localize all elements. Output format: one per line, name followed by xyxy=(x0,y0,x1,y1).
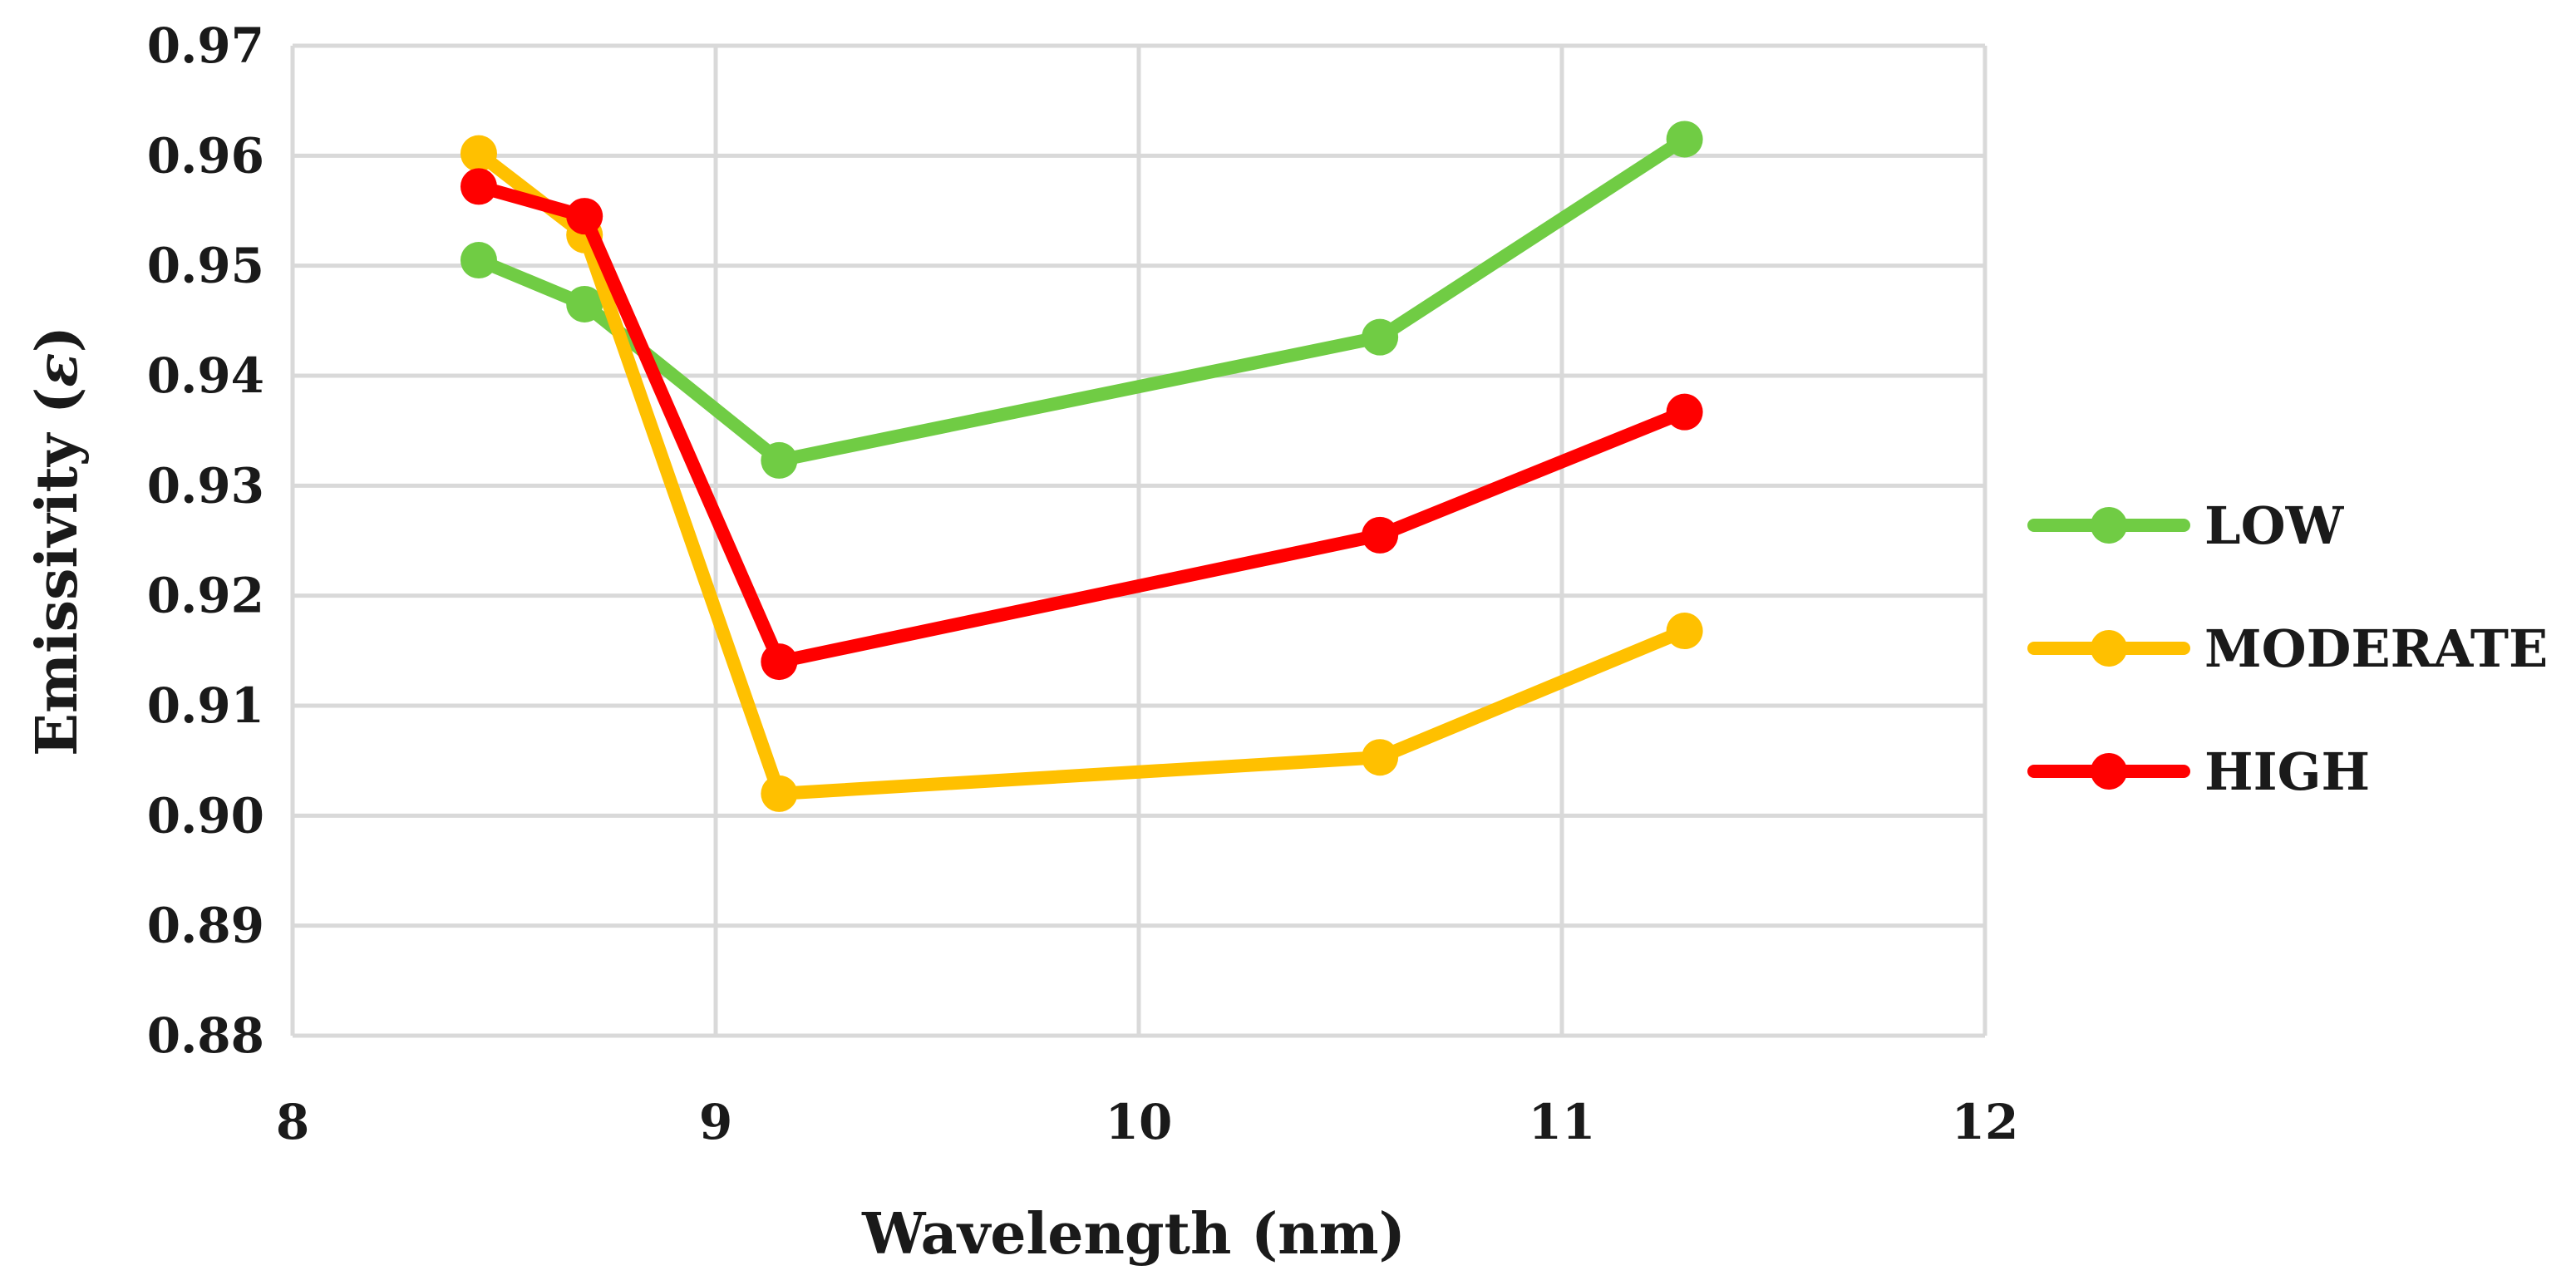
data-point-low xyxy=(1666,121,1703,158)
legend: LOW MODERATE HIGH xyxy=(2027,495,2548,802)
x-tick-label: 12 xyxy=(1952,1094,2019,1150)
legend-label: MODERATE xyxy=(2204,618,2548,679)
series-line-low xyxy=(472,132,1692,467)
data-point-high xyxy=(761,643,798,681)
tick-labels: 0.88 0.89 0.90 0.91 0.92 0.93 0.94 0.95 0.96 0.97… xyxy=(147,17,2019,1150)
y-tick-label: 0.96 xyxy=(147,127,264,184)
data-point-moderate xyxy=(1666,613,1703,650)
x-tick-label: 8 xyxy=(276,1094,309,1150)
y-tick-label: 0.88 xyxy=(147,1007,264,1064)
data-point-moderate xyxy=(1362,739,1399,776)
y-tick-label: 0.92 xyxy=(147,568,264,624)
data-point-high xyxy=(1666,393,1703,431)
data-point-low xyxy=(761,441,798,479)
x-tick-label: 9 xyxy=(699,1094,732,1150)
y-tick-label: 0.97 xyxy=(147,17,264,74)
y-axis-title-close: ) xyxy=(24,326,91,352)
x-axis-title: Wavelength (nm) xyxy=(861,1201,1406,1268)
legend-item-high: HIGH xyxy=(2027,741,2370,802)
data-point-moderate xyxy=(761,775,798,812)
data-point-low xyxy=(566,285,603,322)
y-axis-title-symbol: ε xyxy=(24,352,91,386)
gridlines xyxy=(290,43,1987,1038)
data-point-high xyxy=(566,198,603,235)
y-tick-label: 0.90 xyxy=(147,787,264,844)
data-point-high xyxy=(1362,516,1399,554)
y-tick-label: 0.91 xyxy=(147,677,264,734)
y-tick-label: 0.93 xyxy=(147,457,264,514)
series-high xyxy=(460,168,1703,681)
legend-label: LOW xyxy=(2204,495,2345,556)
series-low xyxy=(460,121,1703,479)
legend-label: HIGH xyxy=(2204,741,2370,802)
legend-swatch-marker xyxy=(2091,753,2127,790)
x-tick-label: 11 xyxy=(1529,1094,1596,1150)
data-series xyxy=(460,121,1703,812)
legend-swatch-marker xyxy=(2091,507,2127,544)
y-tick-label: 0.89 xyxy=(147,898,264,954)
data-point-low xyxy=(1362,318,1399,356)
data-point-low xyxy=(460,242,497,279)
legend-item-low: LOW xyxy=(2027,495,2345,556)
legend-item-moderate: MODERATE xyxy=(2027,618,2548,679)
y-tick-label: 0.94 xyxy=(147,347,264,404)
y-axis-title: Emissivity (ε) xyxy=(24,326,91,756)
data-point-high xyxy=(460,168,497,205)
legend-swatch-marker xyxy=(2091,630,2127,667)
y-tick-label: 0.95 xyxy=(147,238,264,294)
y-axis-title-text: Emissivity ( xyxy=(24,387,91,756)
x-tick-label: 10 xyxy=(1106,1094,1173,1150)
data-point-moderate xyxy=(460,135,497,172)
